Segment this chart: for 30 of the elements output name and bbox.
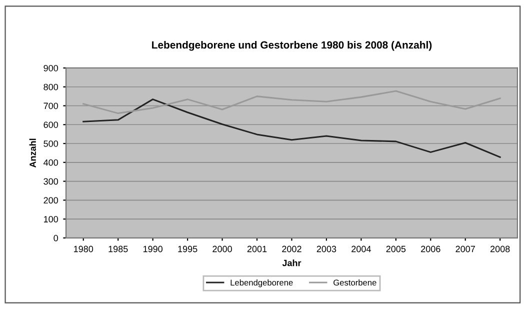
- y-tick-label: 700: [44, 102, 58, 110]
- x-tick-label: 2002: [282, 246, 302, 252]
- line-series: [82, 98, 501, 158]
- line-series: [82, 90, 501, 114]
- x-tick-label: 2007: [456, 246, 475, 252]
- x-tick-label: 2003: [316, 246, 336, 252]
- y-tick-label: 100: [44, 216, 58, 222]
- y-tick-label: 600: [44, 122, 58, 128]
- x-tick-label: 2000: [212, 246, 232, 252]
- x-tick-label: 2004: [352, 246, 371, 252]
- x-tick-label: 2005: [386, 246, 406, 252]
- x-tick-label: 2001: [247, 246, 267, 252]
- y-tick-label: 400: [44, 159, 58, 166]
- x-axis-title: Jahr: [282, 260, 302, 266]
- x-tick-label: 2008: [490, 246, 510, 252]
- y-tick-label: 900: [44, 64, 58, 72]
- x-tick-label: 1990: [143, 246, 163, 252]
- chart-title: Lebendgeborene und Gestorbene 1980 bis 2008 (Anzahl): [152, 40, 432, 51]
- y-tick-label: 0: [54, 234, 58, 242]
- y-axis-title: Anzahl: [29, 138, 36, 168]
- legend-label: Gestorbene: [334, 279, 376, 286]
- y-tick-label: 200: [44, 197, 58, 204]
- legend-label: Lebendgeborene: [230, 279, 293, 288]
- x-tick-label: 2006: [421, 246, 440, 252]
- y-tick-label: 800: [44, 84, 58, 90]
- x-tick-label: 1985: [108, 246, 128, 252]
- y-tick-label: 500: [44, 140, 58, 147]
- y-tick-label: 300: [44, 178, 58, 185]
- x-tick-label: 1980: [74, 246, 94, 252]
- x-tick-label: 1995: [178, 246, 198, 252]
